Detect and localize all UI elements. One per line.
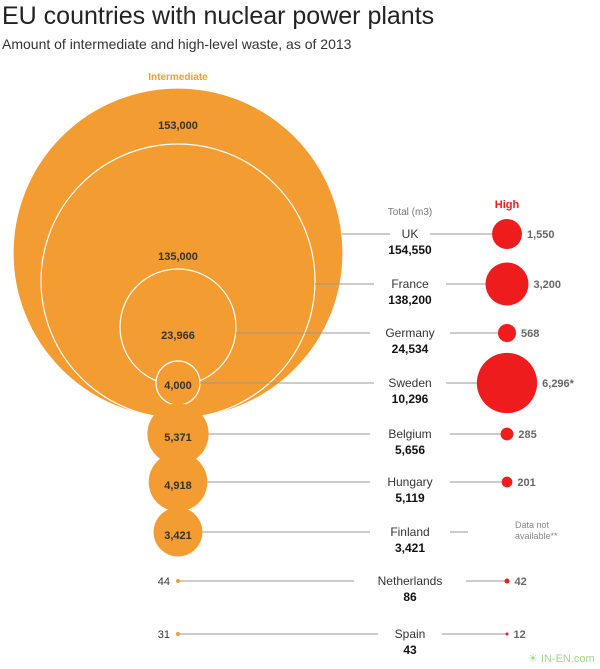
high-bubble-hungary: [501, 476, 513, 488]
high-legend-label: High: [495, 199, 520, 211]
high-bubble-uk: [492, 219, 522, 249]
country-label: Hungary: [387, 475, 432, 489]
intermediate-bubble-finland: [153, 507, 203, 557]
country-label: Germany: [385, 326, 434, 340]
intermediate-value: 31: [158, 629, 170, 641]
high-value: 6,296*: [542, 378, 575, 390]
watermark-logo: ☀ IN-EN.com: [528, 653, 595, 665]
high-value: 3,200: [533, 279, 561, 291]
high-bubble-belgium: [500, 427, 514, 441]
high-bubble-netherlands: [504, 578, 510, 584]
intermediate-bubble-hungary: [148, 452, 208, 512]
intermediate-value: 4,918: [164, 480, 192, 492]
country-label: Sweden: [388, 376, 431, 390]
intermediate-bubble-belgium: [147, 403, 209, 465]
country-label: France: [391, 277, 429, 291]
country-label: Netherlands: [378, 574, 443, 588]
high-bubble-sweden: [476, 352, 538, 414]
intermediate-bubble-spain: [176, 632, 180, 636]
high-bubble-germany: [497, 323, 517, 343]
intermediate-value: 44: [158, 576, 170, 588]
intermediate-legend-label: Intermediate: [148, 72, 208, 83]
country-label: Spain: [395, 627, 426, 641]
total-value: 10,296: [392, 392, 429, 406]
intermediate-value: 3,421: [164, 530, 192, 542]
total-value: 5,656: [395, 443, 425, 457]
high-bubble-france: [485, 262, 529, 306]
high-value-na: available**: [515, 531, 558, 541]
total-header: Total (m3): [388, 207, 432, 218]
country-label: UK: [402, 227, 419, 241]
intermediate-value: 23,966: [161, 330, 195, 342]
chart-title: EU countries with nuclear power plants: [2, 2, 435, 30]
intermediate-value: 4,000: [164, 380, 192, 392]
high-value: 568: [521, 328, 539, 340]
high-value: 201: [517, 477, 535, 489]
intermediate-value: 5,371: [164, 432, 192, 444]
total-value: 154,550: [388, 243, 432, 257]
intermediate-bubble-netherlands: [176, 579, 180, 583]
country-label: Belgium: [388, 427, 431, 441]
high-value: 12: [514, 629, 526, 641]
intermediate-value: 135,000: [158, 251, 198, 263]
total-value: 3,421: [395, 541, 425, 555]
total-value: 138,200: [388, 293, 432, 307]
high-value: 42: [514, 576, 526, 588]
high-value-na: Data not: [515, 520, 550, 530]
total-value: 86: [403, 590, 417, 604]
total-value: 43: [403, 643, 417, 657]
total-value: 5,119: [395, 491, 425, 505]
high-bubble-spain: [505, 632, 509, 636]
country-label: Finland: [390, 525, 429, 539]
total-value: 24,534: [392, 342, 429, 356]
intermediate-value: 153,000: [158, 120, 198, 132]
high-value: 285: [518, 429, 536, 441]
chart-subtitle: Amount of intermediate and high-level wa…: [2, 36, 352, 52]
high-value: 1,550: [527, 229, 555, 241]
